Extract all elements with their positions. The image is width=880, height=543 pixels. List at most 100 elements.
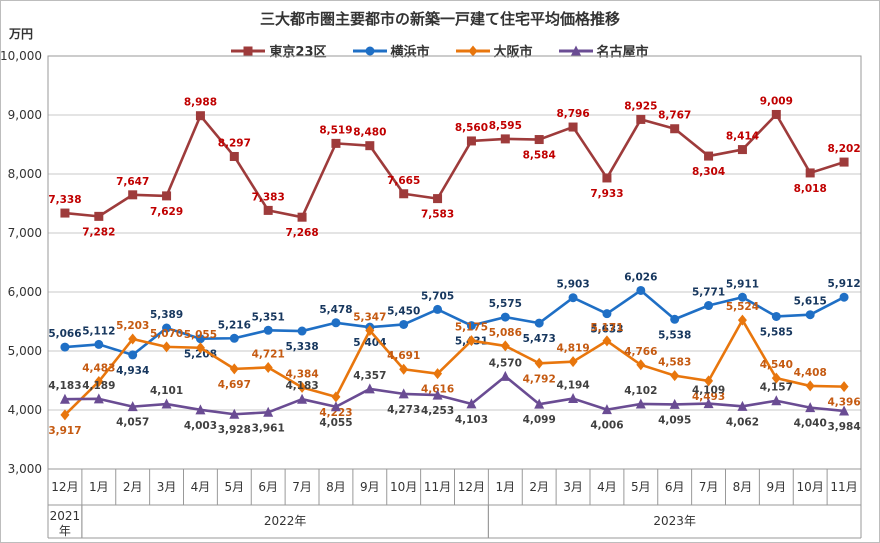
- x-tick-label: 4月: [191, 480, 211, 494]
- x-tick-label: 11月: [830, 480, 857, 494]
- series-0-data-label: 9,009: [760, 95, 793, 107]
- series-2-point: [602, 335, 612, 347]
- series-0-data-label: 7,268: [285, 227, 318, 239]
- series-3-point: [195, 404, 206, 415]
- series-1-point: [331, 318, 341, 328]
- series-0-data-label: 8,480: [353, 127, 386, 139]
- series-line-2: [64, 318, 845, 416]
- series-2-data-label: 5,055: [184, 329, 217, 341]
- series-2-point: [229, 363, 239, 375]
- series-1-data-label: 5,478: [319, 304, 352, 316]
- series-0-data-label: 8,304: [692, 166, 725, 178]
- series-1-point: [433, 304, 443, 314]
- series-1-data-label: 5,389: [150, 309, 183, 321]
- series-0-point: [365, 141, 375, 151]
- series-2-data-label: 4,697: [218, 379, 251, 391]
- series-0-point: [229, 151, 239, 161]
- series-1-point: [737, 292, 747, 302]
- series-1-point: [839, 292, 849, 302]
- series-2-point: [568, 356, 578, 368]
- series-0-point: [128, 190, 138, 200]
- series-2-point: [297, 381, 307, 393]
- series-0-data-label: 8,584: [523, 150, 556, 162]
- series-2-point: [399, 363, 409, 375]
- series-2-point: [636, 359, 646, 371]
- series-0-point: [771, 109, 781, 119]
- series-1-point: [195, 334, 205, 344]
- series-1-point: [466, 321, 476, 331]
- y-tick-label: 9,000: [8, 108, 42, 122]
- series-3-point: [364, 383, 375, 394]
- series-0-data-label: 7,933: [590, 188, 623, 200]
- series-0-point: [195, 111, 205, 121]
- x-tick-label: 8月: [326, 480, 346, 494]
- series-2-point: [331, 391, 341, 403]
- series-2-data-label: 4,792: [523, 373, 556, 385]
- series-1-data-label: 4,934: [116, 365, 149, 377]
- y-tick-label: 5,000: [8, 344, 42, 358]
- series-2-data-label: 4,483: [82, 363, 115, 375]
- series-2-data-label: 4,493: [692, 391, 725, 403]
- series-2-point: [195, 342, 205, 354]
- x-tick-label: 1月: [89, 480, 109, 494]
- series-1-point: [500, 312, 510, 322]
- series-3-data-label: 4,057: [116, 417, 149, 429]
- x-tick-label: 2月: [529, 480, 549, 494]
- x-tick-label: 9月: [360, 480, 380, 494]
- series-2-data-label: 3,917: [48, 425, 81, 437]
- series-3-data-label: 4,101: [150, 385, 183, 397]
- series-0-point: [500, 134, 510, 144]
- series-0-data-label: 7,583: [421, 209, 454, 221]
- series-3-point: [635, 398, 646, 409]
- x-tick-label: 4月: [597, 480, 617, 494]
- series-3-data-label: 4,253: [421, 405, 454, 417]
- series-1-point: [162, 323, 172, 333]
- series-3-point: [805, 402, 816, 413]
- legend-swatch: [231, 46, 266, 55]
- x-tick-label: 7月: [699, 480, 719, 494]
- series-1-point: [297, 326, 307, 336]
- year-label: 2021: [50, 509, 81, 523]
- series-0-point: [839, 157, 849, 167]
- legend-swatch: [352, 46, 387, 55]
- series-0-data-label: 8,560: [455, 122, 488, 134]
- series-2-data-label: 5,524: [726, 301, 759, 313]
- series-3-point: [432, 389, 443, 400]
- series-2-point: [263, 361, 273, 373]
- legend-swatch: [455, 45, 490, 56]
- series-1-data-label: 5,903: [556, 279, 589, 291]
- series-0-point: [433, 194, 443, 204]
- series-1-point: [399, 319, 409, 329]
- series-1-data-label: 6,026: [624, 271, 657, 283]
- series-1-data-label: 5,585: [760, 326, 793, 338]
- series-0-data-label: 8,519: [319, 124, 352, 136]
- series-1-data-label: 5,575: [489, 298, 522, 310]
- series-3-point: [669, 398, 680, 409]
- series-1-data-label: 5,450: [387, 305, 420, 317]
- series-2-data-label: 5,171: [590, 322, 623, 334]
- year-label: 年: [59, 524, 71, 538]
- series-3-data-label: 4,183: [48, 380, 81, 392]
- series-1-data-label: 5,066: [48, 328, 81, 340]
- y-tick-label: 3,000: [8, 462, 42, 476]
- series-3-point: [601, 404, 612, 415]
- y-tick-label: 7,000: [8, 226, 42, 240]
- series-0-point: [636, 114, 646, 124]
- series-3-point: [93, 393, 104, 404]
- series-3-point: [568, 393, 579, 404]
- series-3-point: [59, 393, 70, 404]
- series-0-data-label: 8,988: [184, 97, 217, 109]
- series-1-data-label: 5,912: [827, 278, 860, 290]
- series-0-point: [805, 168, 815, 178]
- series-3-point: [398, 388, 409, 399]
- legend-swatch: [558, 45, 593, 55]
- series-0-data-label: 7,665: [387, 175, 420, 187]
- series-0-point: [534, 135, 544, 145]
- series-2-data-label: 4,819: [556, 343, 589, 355]
- series-line-3: [64, 375, 845, 416]
- series-2-point: [365, 325, 375, 337]
- x-tick-label: 10月: [390, 480, 417, 494]
- series-0-point: [263, 205, 273, 215]
